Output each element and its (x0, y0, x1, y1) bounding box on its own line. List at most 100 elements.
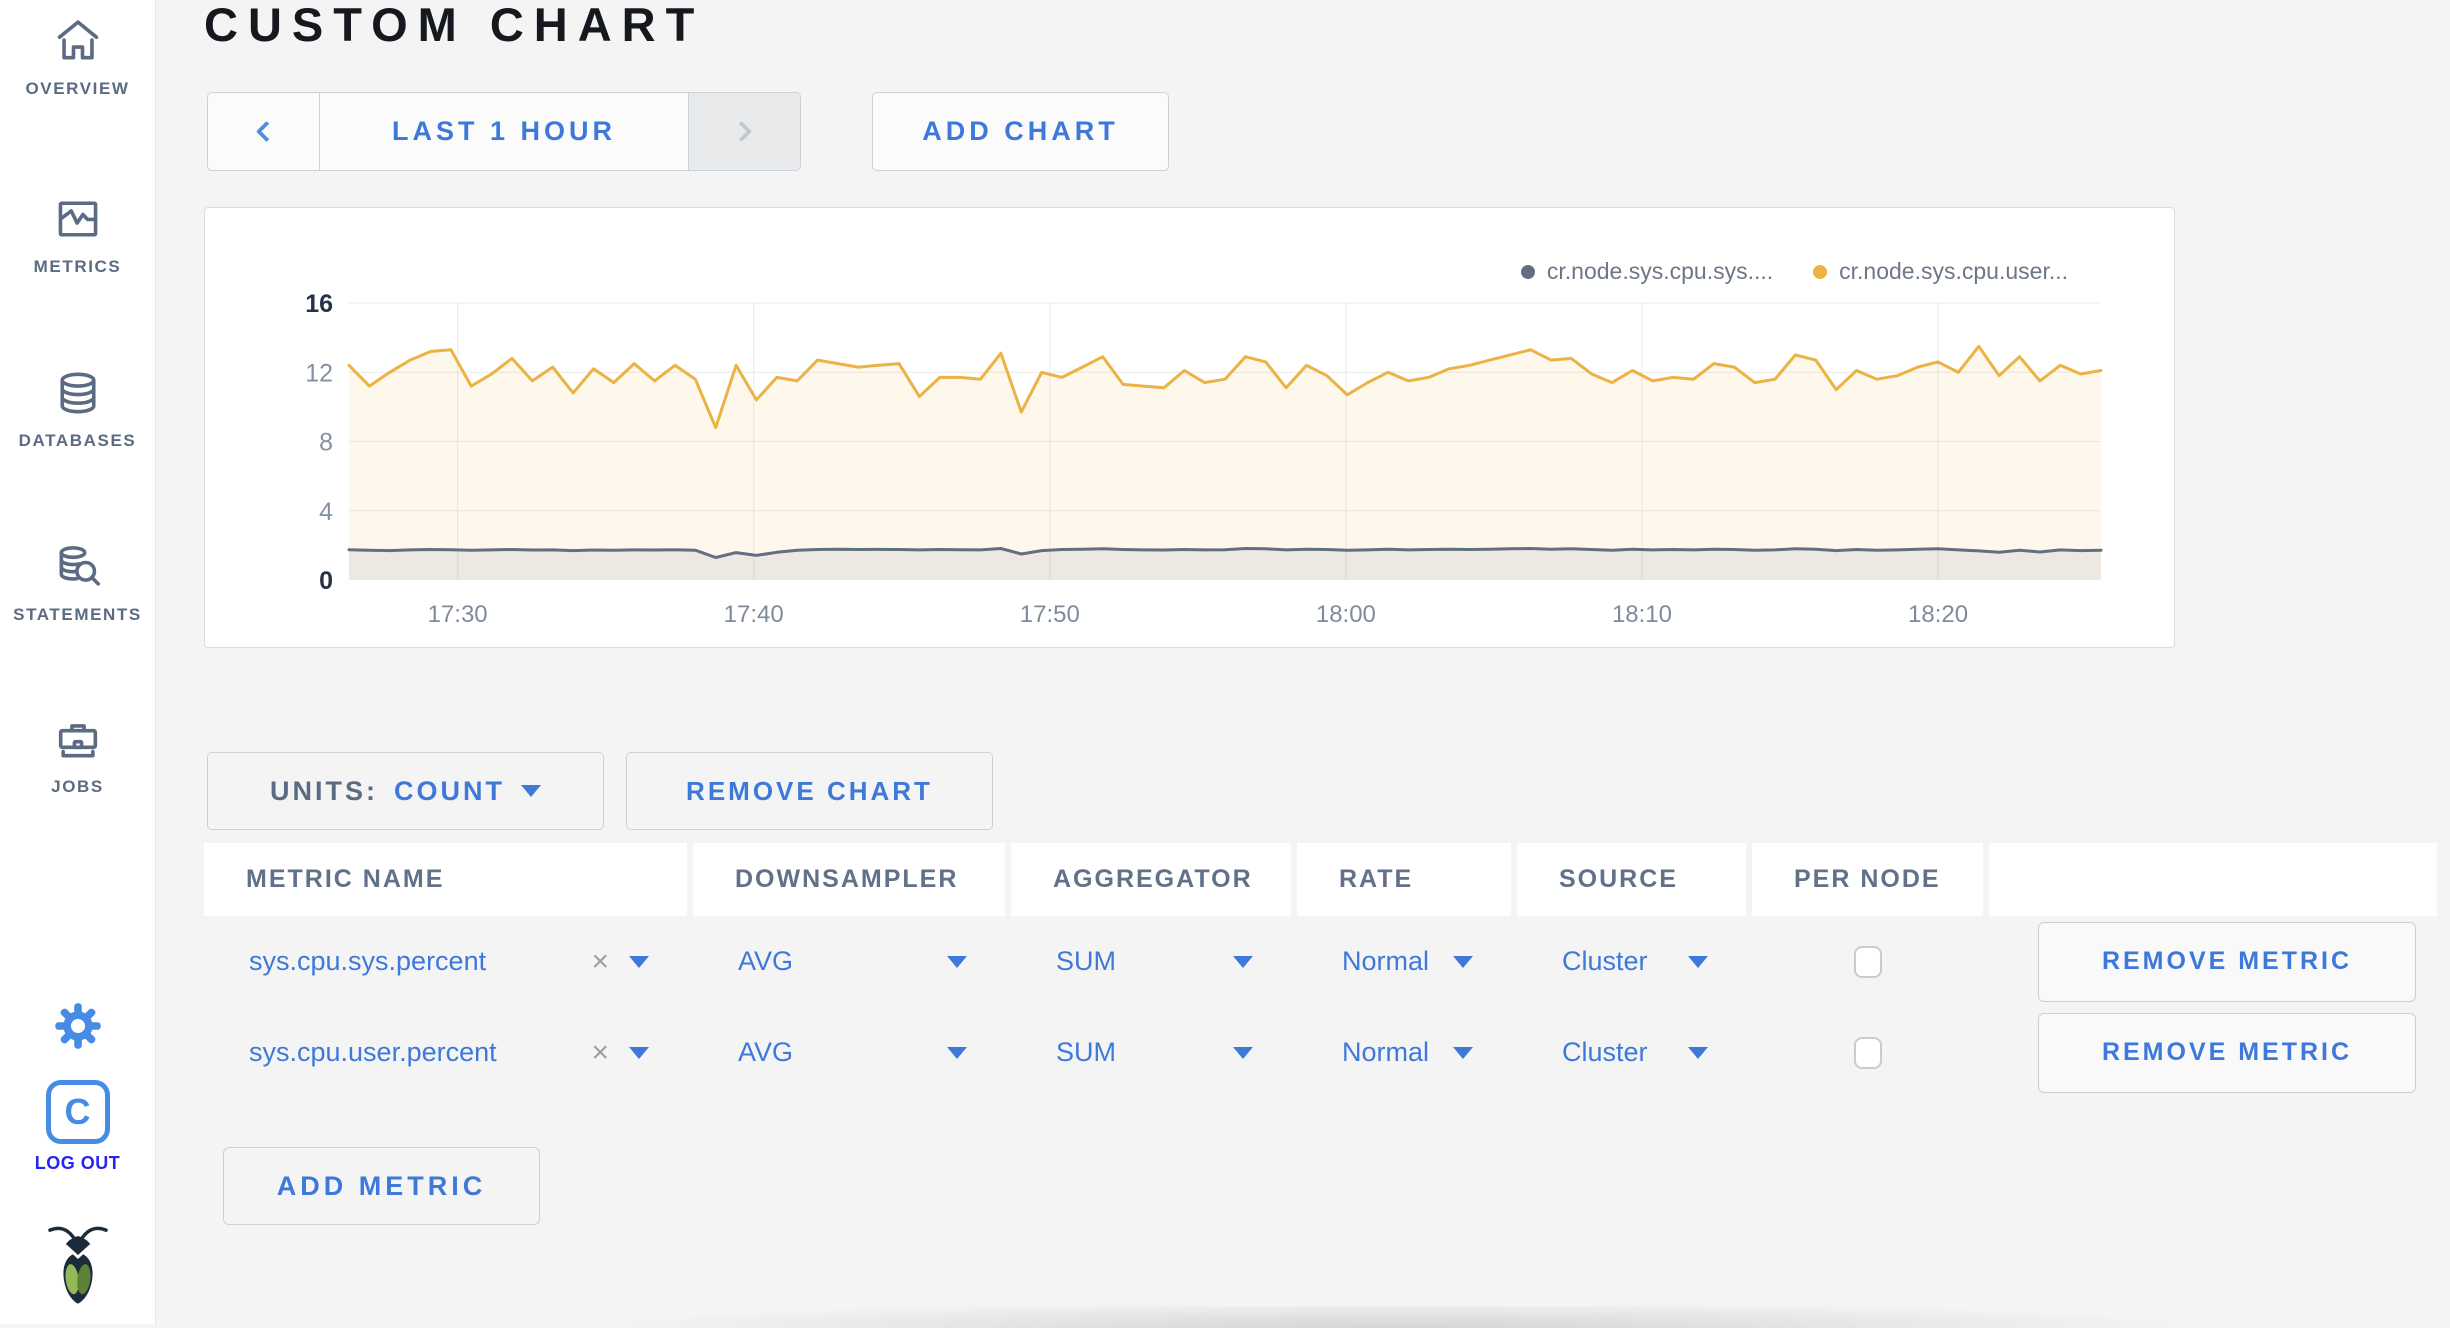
legend-dot-icon (1520, 264, 1535, 279)
legend-label: cr.node.sys.cpu.user... (1839, 258, 2068, 284)
sidebar-item-databases[interactable]: DATABASES (0, 366, 155, 451)
chevron-down-icon (1688, 955, 1708, 968)
add-chart-button[interactable]: ADD CHART (872, 92, 1169, 171)
downsampler-value: AVG (738, 946, 794, 976)
clear-metric-icon[interactable]: × (591, 944, 609, 978)
legend-item[interactable]: cr.node.sys.cpu.user... (1813, 258, 2068, 285)
chevron-down-icon (629, 955, 649, 968)
clear-metric-icon[interactable]: × (591, 1035, 609, 1069)
remove-metric-button[interactable]: REMOVE METRIC (2038, 1012, 2416, 1093)
database-icon (59, 372, 96, 414)
svg-text:18:20: 18:20 (1908, 601, 1968, 628)
downsampler-select[interactable]: AVG (693, 916, 1005, 1007)
per-node-checkbox[interactable] (1853, 1036, 1882, 1069)
settings-button[interactable] (0, 1000, 155, 1052)
svg-text:16: 16 (305, 290, 333, 318)
units-label: UNITS: (270, 775, 378, 806)
per-node-cell (1752, 916, 1983, 1007)
logout-label: LOG OUT (34, 1153, 121, 1173)
time-range-prev-button[interactable] (208, 93, 320, 170)
source-select[interactable]: Cluster (1517, 1007, 1746, 1098)
source-value: Cluster (1562, 946, 1648, 976)
chevron-left-icon (255, 120, 278, 143)
rate-value: Normal (1342, 946, 1430, 976)
sidebar-label-databases: DATABASES (18, 431, 137, 450)
svg-text:17:30: 17:30 (428, 601, 488, 628)
sidebar-label-jobs: JOBS (51, 777, 104, 796)
source-select[interactable]: Cluster (1517, 916, 1746, 1007)
metric-name-value: sys.cpu.user.percent (249, 1037, 497, 1067)
downsampler-select[interactable]: AVG (693, 1007, 1005, 1098)
sidebar: OVERVIEW METRICS DATABASES STATEMENTS (0, 0, 156, 1324)
chevron-down-icon (1233, 1046, 1253, 1059)
svg-text:18:10: 18:10 (1612, 601, 1672, 628)
home-icon (57, 20, 98, 60)
chevron-down-icon (1453, 1046, 1473, 1059)
chevron-down-icon (1453, 955, 1473, 968)
statements-search-icon (59, 546, 100, 586)
column-header-downsampler: DOWNSAMPLER (693, 843, 1005, 916)
units-dropdown[interactable]: UNITS: COUNT (207, 752, 604, 830)
time-range-next-button[interactable] (688, 93, 800, 170)
rate-select[interactable]: Normal (1297, 916, 1511, 1007)
sidebar-item-statements[interactable]: STATEMENTS (0, 540, 155, 625)
chart-legend: cr.node.sys.cpu.sys.... cr.node.sys.cpu.u… (1520, 258, 2068, 285)
rate-select[interactable]: Normal (1297, 1007, 1511, 1098)
aggregator-value: SUM (1056, 946, 1116, 976)
svg-text:18:00: 18:00 (1316, 601, 1376, 628)
downsampler-value: AVG (738, 1037, 794, 1067)
legend-label: cr.node.sys.cpu.sys.... (1546, 258, 1774, 284)
chevron-down-icon (947, 955, 967, 968)
actions-cell: REMOVE METRIC (1989, 916, 2437, 1007)
aggregator-value: SUM (1056, 1037, 1116, 1067)
svg-text:0: 0 (319, 567, 333, 595)
cpu-chart: 17:30 17:40 17:50 18:00 18:10 18:20 0 4 8 12 16 (305, 290, 2103, 628)
metric-name-select[interactable]: sys.cpu.user.percent × (204, 1007, 687, 1098)
legend-dot-icon (1813, 264, 1828, 279)
cockroach-bug-logo (0, 1222, 155, 1306)
add-metric-button[interactable]: ADD METRIC (223, 1147, 540, 1225)
aggregator-select[interactable]: SUM (1011, 1007, 1291, 1098)
svg-text:17:40: 17:40 (724, 601, 784, 628)
time-range-dropdown[interactable]: LAST 1 HOUR (391, 116, 616, 146)
svg-text:17:50: 17:50 (1020, 601, 1080, 628)
aggregator-select[interactable]: SUM (1011, 916, 1291, 1007)
gear-icon (54, 1003, 101, 1049)
briefcase-icon (58, 724, 97, 758)
chevron-down-icon (947, 1046, 967, 1059)
svg-text:12: 12 (305, 359, 333, 387)
actions-cell: REMOVE METRIC (1989, 1007, 2437, 1098)
custom-chart-card: 17:30 17:40 17:50 18:00 18:10 18:20 0 4 8 12 16 cr… (204, 207, 2175, 648)
sidebar-item-jobs[interactable]: JOBS (0, 712, 155, 797)
per-node-checkbox[interactable] (1853, 945, 1882, 978)
chevron-down-icon (521, 785, 541, 797)
sidebar-label-statements: STATEMENTS (13, 605, 142, 624)
logout-button[interactable]: C LOG OUT (0, 1080, 155, 1174)
sidebar-item-metrics[interactable]: METRICS (0, 192, 155, 277)
svg-text:4: 4 (319, 498, 333, 526)
chevron-down-icon (1688, 1046, 1708, 1059)
remove-chart-button[interactable]: REMOVE CHART (626, 752, 993, 830)
chevron-down-icon (629, 1046, 649, 1059)
time-range-selector: LAST 1 HOUR (207, 92, 801, 171)
metric-name-value: sys.cpu.sys.percent (249, 946, 487, 976)
legend-item[interactable]: cr.node.sys.cpu.sys.... (1520, 258, 1774, 285)
column-header-metric-name: METRIC NAME (204, 843, 687, 916)
metrics-table: METRIC NAME DOWNSAMPLER AGGREGATOR RATE … (204, 843, 2437, 1098)
remove-metric-button[interactable]: REMOVE METRIC (2038, 921, 2416, 1002)
column-header-rate: RATE (1297, 843, 1511, 916)
cockroach-c-logo: C (45, 1080, 110, 1144)
chevron-right-icon (730, 120, 753, 143)
avatar-letter: C (64, 1091, 91, 1132)
chevron-down-icon (1233, 955, 1253, 968)
metrics-chart-icon (58, 201, 97, 237)
column-header-source: SOURCE (1517, 843, 1746, 916)
page-title: CUSTOM CHART (204, 0, 705, 51)
sidebar-label-metrics: METRICS (33, 257, 122, 276)
units-value: COUNT (394, 775, 505, 806)
sidebar-label-overview: OVERVIEW (25, 79, 130, 98)
column-header-actions (1989, 843, 2437, 916)
sidebar-item-overview[interactable]: OVERVIEW (0, 14, 155, 99)
metric-name-select[interactable]: sys.cpu.sys.percent × (204, 916, 687, 1007)
bottom-scroll-shadow (350, 1306, 2450, 1328)
